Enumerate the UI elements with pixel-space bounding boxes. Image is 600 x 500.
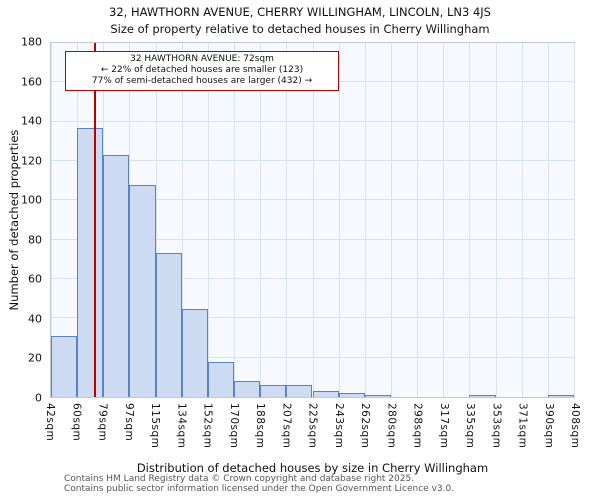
x-tick-label: 42sqm <box>44 403 56 442</box>
x-tick-label: 317sqm <box>437 403 450 449</box>
v-gridline <box>338 43 340 397</box>
h-gridline <box>51 120 574 122</box>
v-gridline <box>286 43 288 397</box>
h-gridline <box>51 278 574 279</box>
x-tick-label: 115sqm <box>149 403 161 449</box>
x-tick-label: 371sqm <box>516 403 529 449</box>
histogram-bar <box>51 336 78 397</box>
v-gridline <box>443 43 445 397</box>
h-gridline <box>51 356 574 358</box>
y-tick-label: 0 <box>35 391 42 405</box>
x-tick-label: 170sqm <box>227 403 240 449</box>
v-gridline <box>312 43 314 397</box>
x-tick-label: 353sqm <box>490 403 503 449</box>
annotation-line-1: 32 HAWTHORN AVENUE: 72sqm <box>130 54 274 64</box>
x-tick-label: 390sqm <box>542 403 555 449</box>
chart-title: 32, HAWTHORN AVENUE, CHERRY WILLINGHAM, … <box>109 5 491 19</box>
x-tick-label: 225sqm <box>306 403 319 449</box>
chart-subtitle: Size of property relative to detached ho… <box>110 22 490 36</box>
histogram-bar <box>547 395 574 397</box>
y-tick-label: 120 <box>21 154 42 168</box>
v-gridline <box>521 43 523 397</box>
histogram-bar <box>260 385 287 397</box>
x-tick-label: 262sqm <box>359 403 371 449</box>
histogram-bar <box>207 361 235 397</box>
histogram-bar <box>129 184 156 397</box>
h-gridline <box>51 199 574 201</box>
x-tick-label: 152sqm <box>201 403 214 449</box>
x-axis-tick-labels: 42sqm 60sqm 79sqm 97sqm 115sqm 134sqm 152sqm 17… <box>44 401 581 456</box>
histogram-bar <box>103 155 130 397</box>
y-tick-label: 80 <box>28 233 42 247</box>
v-gridline <box>469 43 471 397</box>
v-gridline <box>495 43 497 397</box>
y-tick-label: 20 <box>28 351 42 365</box>
y-axis-tick-labels: 0 20 40 60 80 100 120 140 160 180 <box>0 36 46 405</box>
v-gridline <box>417 43 419 397</box>
v-gridline <box>181 43 183 397</box>
annotation-line-2: ← 22% of detached houses are smaller (12… <box>100 65 304 75</box>
x-tick-label: 60sqm <box>70 403 83 442</box>
v-gridline <box>390 43 392 397</box>
x-tick-label: 79sqm <box>96 403 109 442</box>
h-gridline <box>51 160 574 161</box>
h-gridline <box>51 238 574 240</box>
y-tick-label: 100 <box>21 193 42 207</box>
y-tick-label: 40 <box>28 312 42 326</box>
x-tick-label: 408sqm <box>569 403 581 449</box>
x-tick-label: 335sqm <box>464 403 476 449</box>
histogram-bar <box>155 253 182 397</box>
histogram-bar <box>234 381 261 397</box>
x-tick-label: 298sqm <box>411 403 424 449</box>
v-gridline <box>574 43 575 397</box>
x-tick-label: 97sqm <box>122 403 135 442</box>
histogram-bar <box>77 127 104 397</box>
annotation-line-3: 77% of semi-detached houses are larger (… <box>91 76 313 86</box>
x-tick-label: 207sqm <box>280 403 293 449</box>
footer-attribution-1: Contains HM Land Registry data © Crown c… <box>64 474 415 484</box>
v-gridline <box>207 43 209 397</box>
v-gridline <box>547 43 549 397</box>
histogram-bar <box>286 385 313 397</box>
plot-area: 32 HAWTHORN AVENUE: 72sqm ← 22% of detac… <box>50 42 575 398</box>
y-tick-label: 180 <box>21 35 42 49</box>
histogram-bar <box>181 308 208 397</box>
v-gridline <box>260 43 262 397</box>
histogram-bar <box>469 395 496 397</box>
v-gridline <box>51 43 52 397</box>
v-gridline <box>234 43 236 397</box>
x-tick-label: 134sqm <box>175 403 188 449</box>
marker-annotation-box: 32 HAWTHORN AVENUE: 72sqm ← 22% of detac… <box>65 51 339 91</box>
v-gridline <box>155 43 157 397</box>
histogram-bar <box>312 391 339 397</box>
x-tick-label: 280sqm <box>385 403 398 449</box>
h-gridline <box>51 317 574 319</box>
y-tick-label: 140 <box>21 114 42 128</box>
v-gridline <box>364 43 366 397</box>
footer-attribution-2: Contains public sector information licen… <box>64 484 455 494</box>
histogram-bar <box>338 393 365 397</box>
histogram-bar <box>364 395 391 397</box>
subject-property-marker-line <box>93 43 96 397</box>
x-tick-label: 188sqm <box>254 403 266 449</box>
x-tick-label: 243sqm <box>332 403 345 449</box>
y-tick-label: 160 <box>21 75 42 89</box>
x-axis-label: Distribution of detached houses by size … <box>136 461 489 475</box>
y-tick-label: 60 <box>28 272 42 286</box>
